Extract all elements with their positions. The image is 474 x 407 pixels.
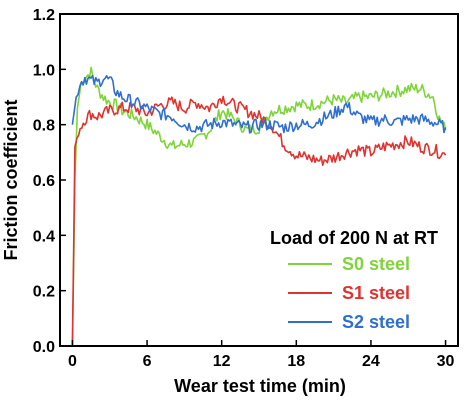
y-tick-label: 0.0 — [33, 339, 55, 356]
y-tick-label: 0.4 — [33, 228, 55, 245]
y-axis-title: Friction coefficient — [1, 99, 21, 260]
x-tick-label: 30 — [437, 353, 455, 370]
y-tick-label: 1.0 — [33, 62, 55, 79]
series-line-0 — [71, 66, 447, 347]
x-tick-label: 0 — [68, 353, 77, 370]
x-axis-title: Wear test time (min) — [174, 376, 346, 396]
legend-title: Load of 200 N at RT — [270, 228, 438, 248]
legend: Load of 200 N at RT S0 steel S1 steel S2 s… — [270, 228, 438, 332]
x-axis-ticks: 0 6 12 18 24 30 — [68, 340, 455, 370]
series-group — [71, 66, 447, 347]
x-tick-label: 6 — [143, 353, 152, 370]
plot-area: 0 6 12 18 24 30 0.0 0.2 0.4 0.6 0.8 1.0 1.2 — [33, 7, 459, 370]
x-tick-label: 12 — [213, 353, 231, 370]
legend-label-1: S1 steel — [342, 283, 410, 303]
x-tick-label: 18 — [287, 353, 305, 370]
legend-label-0: S0 steel — [342, 254, 410, 274]
y-tick-label: 0.6 — [33, 173, 55, 190]
y-axis-ticks: 0.0 0.2 0.4 0.6 0.8 1.0 1.2 — [33, 7, 66, 356]
x-tick-label: 24 — [362, 353, 380, 370]
y-tick-label: 0.2 — [33, 284, 55, 301]
series-line-2 — [71, 74, 447, 134]
legend-label-2: S2 steel — [342, 312, 410, 332]
y-tick-label: 1.2 — [33, 7, 55, 24]
legend-entries: S0 steel S1 steel S2 steel — [288, 254, 410, 332]
y-tick-label: 0.8 — [33, 118, 55, 135]
